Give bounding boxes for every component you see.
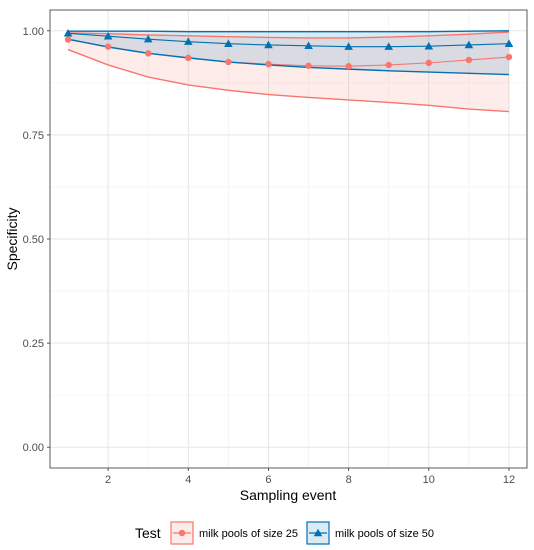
y-tick-label: 0.25 bbox=[23, 338, 44, 350]
data-point-size-50 bbox=[143, 34, 153, 43]
data-point-size-50 bbox=[424, 41, 434, 50]
upper-bound-line-size-25 bbox=[68, 31, 509, 39]
x-axis-ticks: 2 4 6 8 10 12 bbox=[105, 468, 515, 486]
x-tick-label: 2 bbox=[105, 474, 111, 486]
legend-label-size-50: milk pools of size 50 bbox=[335, 528, 434, 540]
series-markers bbox=[63, 29, 514, 70]
x-tick-label: 4 bbox=[185, 474, 191, 486]
y-tick-label: 0.50 bbox=[23, 234, 44, 246]
x-tick-label: 6 bbox=[265, 474, 271, 486]
data-point-size-50 bbox=[183, 37, 193, 45]
data-point-size-25 bbox=[145, 50, 152, 57]
confidence-ribbons bbox=[68, 30, 509, 112]
legend: Test milk pools of size 25 milk pools of … bbox=[135, 521, 434, 545]
data-point-size-50 bbox=[224, 39, 233, 47]
x-tick-label: 10 bbox=[423, 474, 435, 486]
y-axis-title: Specificity bbox=[4, 207, 20, 270]
data-point-size-25 bbox=[345, 63, 352, 70]
lower-bound-line-size-25 bbox=[67, 48, 510, 113]
ribbon-size-25 bbox=[68, 32, 509, 112]
data-point-size-50 bbox=[63, 29, 73, 37]
data-point-size-50 bbox=[264, 40, 273, 49]
estimate-line-size-50 bbox=[67, 32, 509, 48]
data-point-size-25 bbox=[465, 56, 473, 64]
data-point-size-25 bbox=[505, 53, 513, 61]
data-point-size-50 bbox=[504, 39, 514, 47]
data-point-size-25 bbox=[225, 58, 232, 66]
y-tick-label: 1.00 bbox=[23, 26, 44, 38]
data-point-size-25 bbox=[305, 62, 312, 69]
data-point-size-25 bbox=[64, 36, 72, 43]
ribbon-size-50 bbox=[68, 30, 509, 75]
x-tick-label: 8 bbox=[346, 474, 352, 486]
data-point-size-25 bbox=[185, 54, 192, 62]
x-axis-title: Sampling event bbox=[240, 487, 337, 503]
data-point-size-50 bbox=[464, 40, 474, 49]
y-tick-label: 0.75 bbox=[23, 130, 44, 142]
series-lines bbox=[67, 30, 510, 113]
data-point-size-25 bbox=[265, 60, 272, 68]
data-point-size-50 bbox=[344, 42, 353, 50]
data-point-size-50 bbox=[103, 31, 113, 40]
legend-title: Test bbox=[135, 525, 161, 541]
upper-bound-line-size-50 bbox=[68, 30, 509, 33]
x-tick-label: 12 bbox=[503, 474, 515, 486]
y-axis-ticks: 0.00 0.25 0.50 0.75 1.00 bbox=[23, 26, 50, 454]
legend-key-marker-size-25 bbox=[178, 529, 186, 537]
lower-bound-line-size-50 bbox=[67, 38, 509, 76]
data-point-size-25 bbox=[104, 43, 112, 50]
y-tick-label: 0.00 bbox=[23, 442, 44, 454]
data-point-size-25 bbox=[425, 59, 432, 67]
data-point-size-50 bbox=[384, 42, 394, 50]
data-point-size-50 bbox=[304, 41, 313, 50]
legend-label-size-25: milk pools of size 25 bbox=[199, 528, 298, 540]
data-point-size-25 bbox=[385, 61, 392, 69]
legend-key-marker-size-50 bbox=[313, 528, 323, 537]
